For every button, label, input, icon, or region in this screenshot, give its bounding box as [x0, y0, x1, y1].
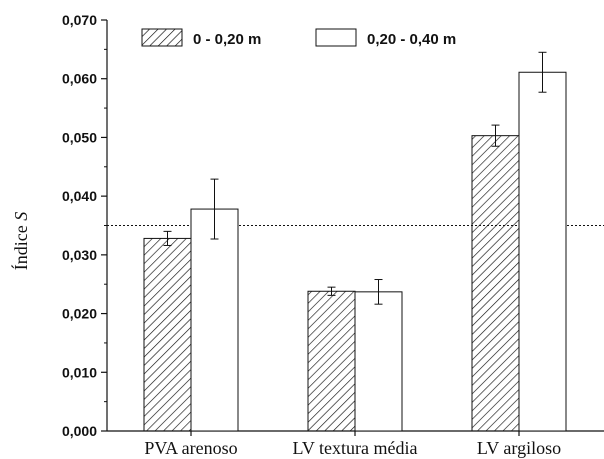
bar-series-1 [143, 237, 192, 432]
y-tick-label: 0,000 [62, 423, 97, 439]
y-tick-label: 0,030 [62, 247, 97, 263]
bar-series-1 [307, 290, 356, 432]
x-tick-label: LV textura média [293, 438, 418, 458]
legend-swatch-white [315, 28, 357, 47]
bars [143, 71, 567, 432]
y-tick-label: 0,040 [62, 188, 97, 204]
y-tick-label: 0,010 [62, 364, 97, 380]
x-tick-labels: PVA arenoso LV textura média LV argiloso [144, 438, 561, 458]
bar-series-2 [190, 208, 239, 432]
error-bars [163, 51, 547, 305]
x-tick-label: LV argiloso [477, 438, 561, 458]
bar-series-1 [471, 135, 520, 432]
y-tick-label: 0,020 [62, 306, 97, 322]
bar-series-2 [354, 291, 403, 432]
x-tick-label: PVA arenoso [144, 438, 237, 458]
y-tick-label: 0,050 [62, 129, 97, 145]
legend-swatch-hatched [141, 28, 183, 47]
legend: 0 - 0,20 m 0,20 - 0,40 m [141, 28, 456, 48]
y-axis-label: Índice S [10, 212, 31, 270]
legend-label-series-1: 0 - 0,20 m [193, 31, 261, 48]
y-tick-label: 0,060 [62, 71, 97, 87]
bar-series-2 [518, 71, 567, 432]
legend-label-series-2: 0,20 - 0,40 m [367, 31, 456, 48]
y-tick-label: 0,070 [62, 12, 97, 28]
y-tick-labels: 0,000 0,010 0,020 0,030 0,040 0,050 0,060 0,070 [62, 12, 97, 439]
